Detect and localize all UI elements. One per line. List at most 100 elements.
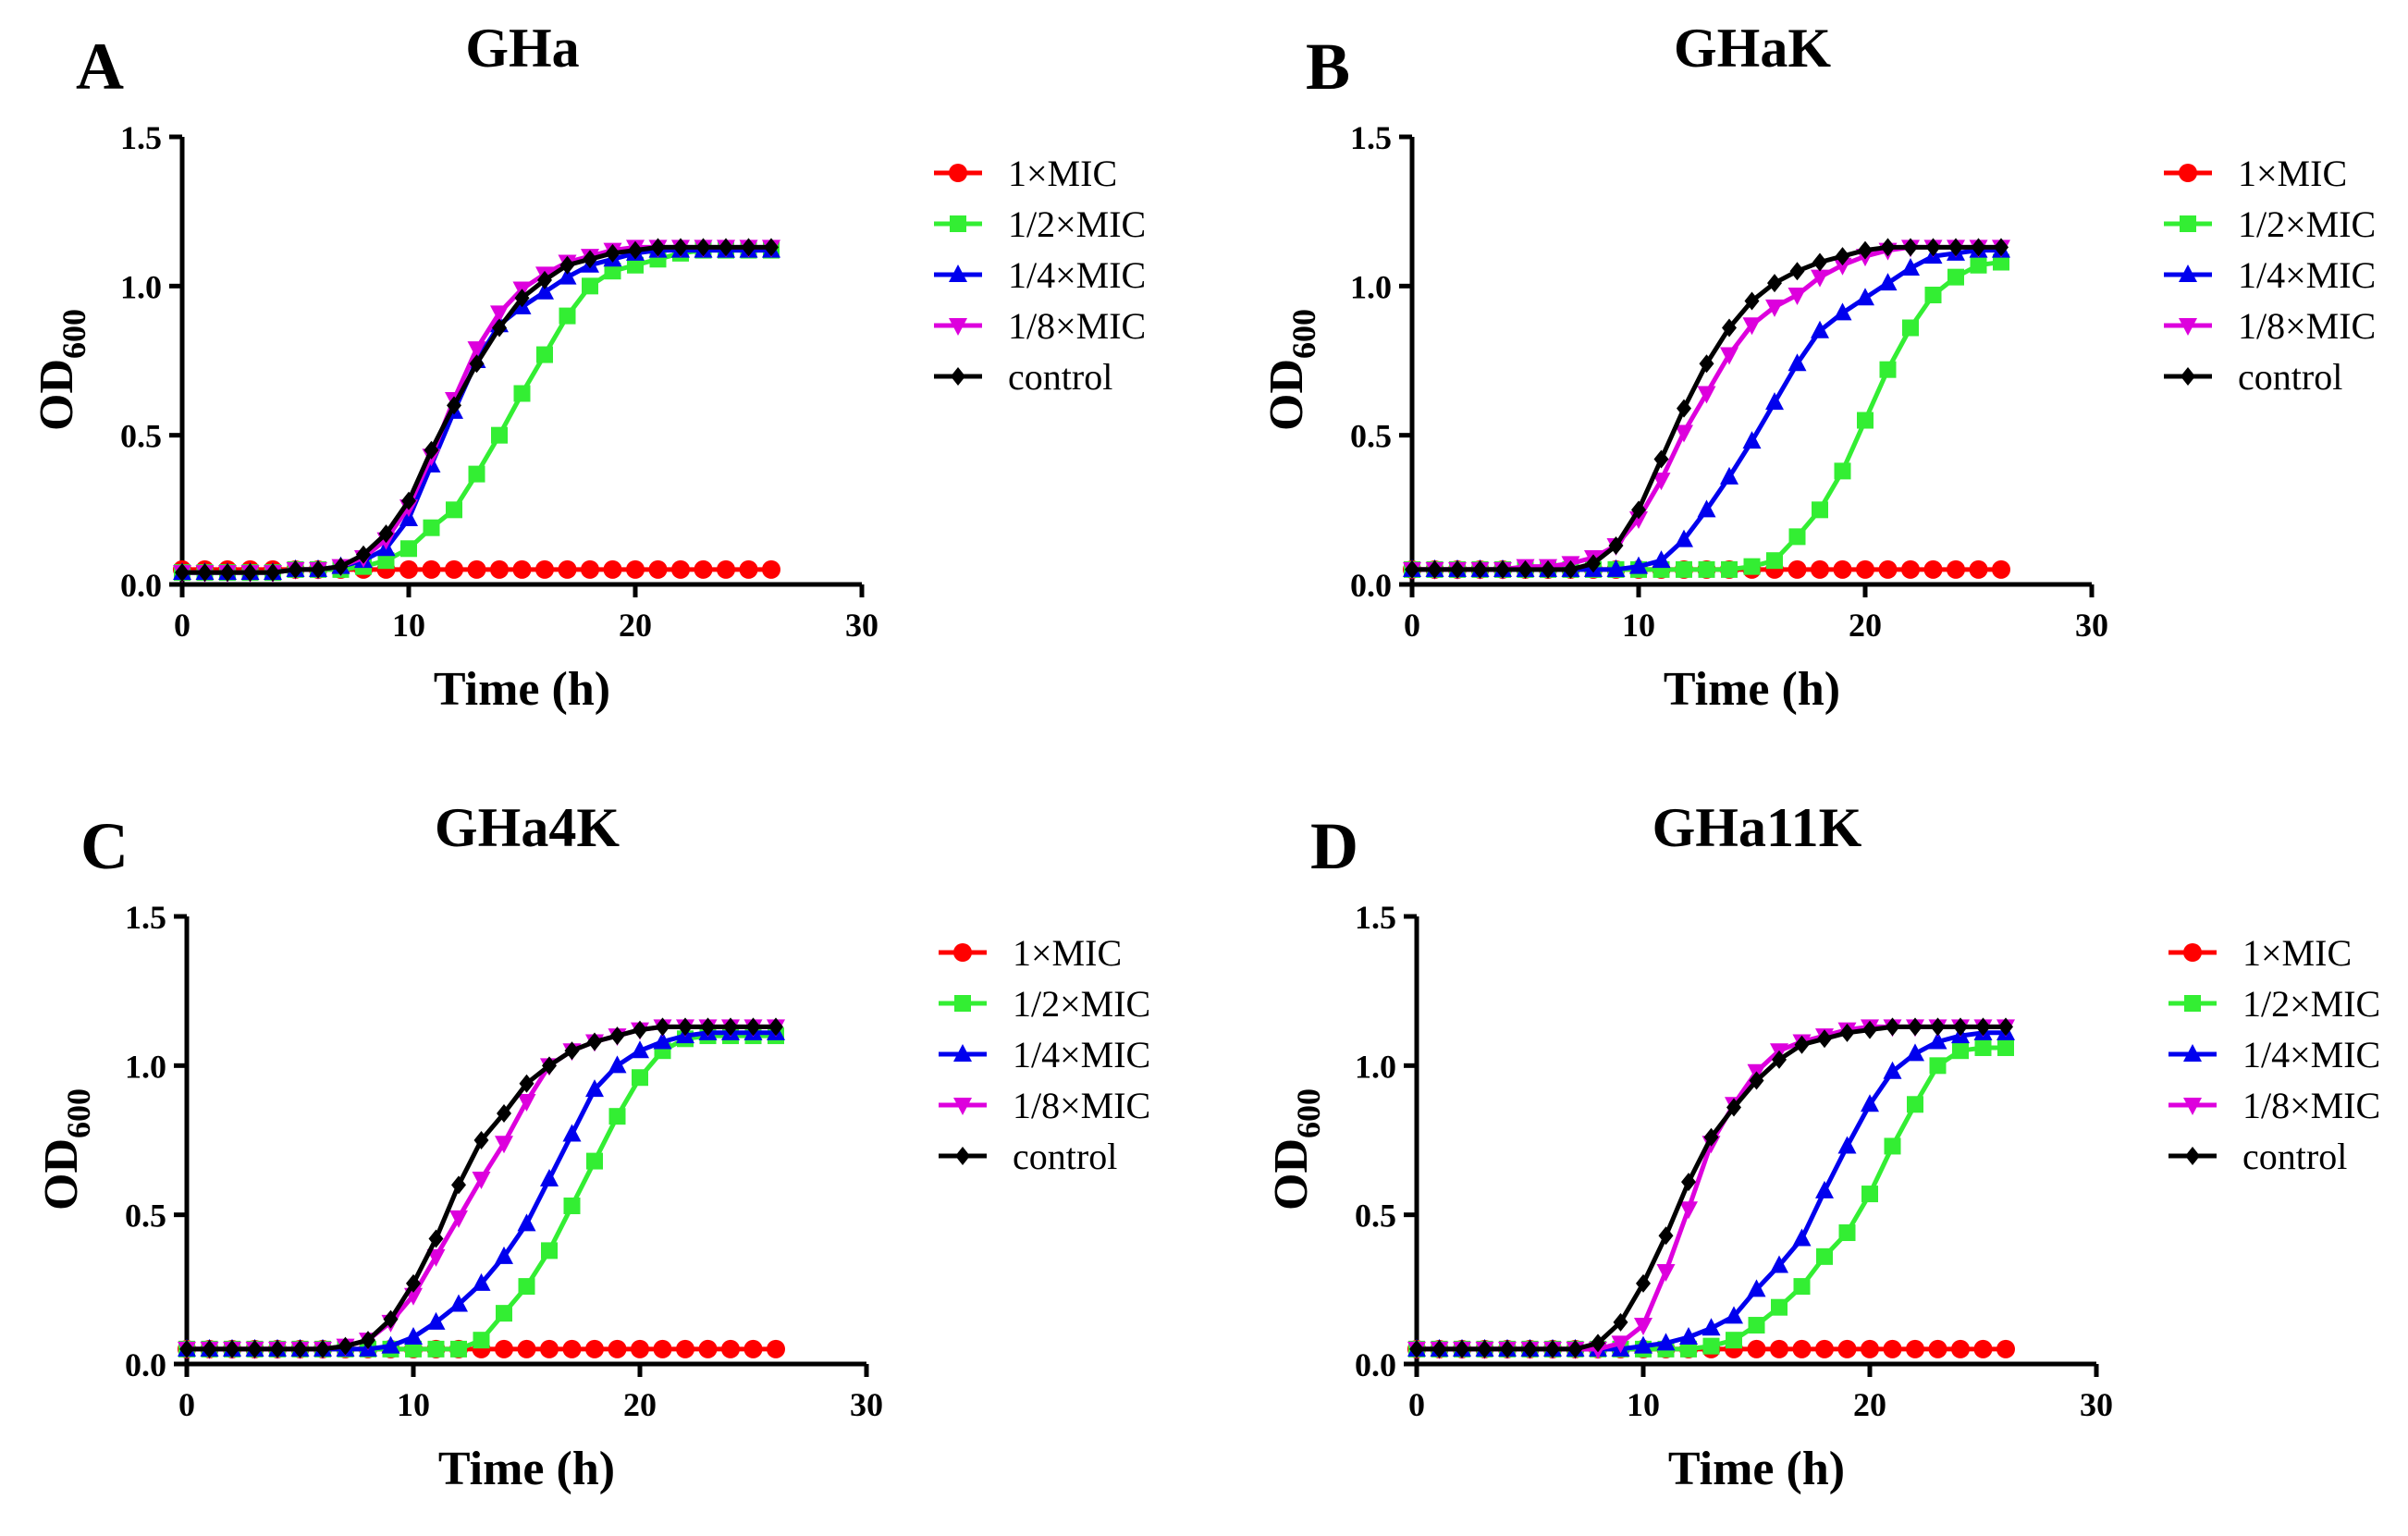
data-point bbox=[698, 1339, 718, 1358]
data-point bbox=[653, 1339, 672, 1358]
legend-marker bbox=[949, 164, 967, 182]
series-control bbox=[1405, 238, 2009, 579]
data-point bbox=[1878, 273, 1898, 291]
chart-title: GHaK bbox=[1674, 18, 1831, 79]
data-point bbox=[1749, 1071, 1764, 1090]
legend-item-1-2xmic: 1/2×MIC bbox=[2164, 203, 2376, 245]
legend-label: 1/4×MIC bbox=[2242, 1034, 2380, 1075]
data-point bbox=[1928, 1031, 1947, 1050]
legend-marker bbox=[2183, 1098, 2202, 1115]
x-tick-label: 0 bbox=[1408, 1386, 1425, 1423]
data-point bbox=[242, 563, 258, 583]
data-point bbox=[1545, 1339, 1560, 1358]
data-point bbox=[1901, 559, 1920, 579]
legend-label: 1×MIC bbox=[1013, 932, 1122, 974]
data-point bbox=[197, 563, 213, 583]
data-point bbox=[1703, 1127, 1719, 1147]
data-point bbox=[383, 1309, 399, 1329]
data-point bbox=[1702, 1337, 1720, 1355]
data-point bbox=[225, 1339, 240, 1358]
data-point bbox=[1878, 559, 1898, 579]
data-point bbox=[311, 559, 326, 579]
data-point bbox=[514, 289, 530, 308]
data-point bbox=[1652, 550, 1671, 569]
legend-label: 1/4×MIC bbox=[1008, 254, 1146, 296]
data-point bbox=[739, 559, 758, 579]
series-line bbox=[1417, 1045, 2006, 1352]
legend: 1×MIC 1/2×MIC 1/4×MIC 1/8×MIC control bbox=[2168, 932, 2380, 1177]
data-point bbox=[495, 1246, 513, 1264]
series-line bbox=[187, 1030, 776, 1352]
data-point bbox=[1656, 1333, 1676, 1351]
series-1-8xmic bbox=[178, 1019, 785, 1359]
data-point bbox=[446, 501, 462, 519]
panel-label: B bbox=[1306, 30, 1350, 104]
legend: 1×MIC 1/2×MIC 1/4×MIC 1/8×MIC control bbox=[939, 932, 1150, 1177]
data-point bbox=[583, 250, 597, 269]
y-tick-label: 1.0 bbox=[1355, 1048, 1396, 1085]
data-point bbox=[541, 1242, 558, 1260]
data-point bbox=[603, 559, 622, 579]
legend-label: control bbox=[1013, 1136, 1117, 1177]
x-tick-label: 30 bbox=[2080, 1386, 2113, 1423]
panel-label: D bbox=[1310, 809, 1358, 883]
data-point bbox=[585, 1079, 604, 1098]
y-tick-label: 1.5 bbox=[125, 899, 166, 936]
data-point bbox=[202, 1339, 217, 1358]
data-point bbox=[1834, 462, 1851, 480]
series-control bbox=[175, 238, 779, 583]
x-axis-title: Time (h) bbox=[1664, 663, 1840, 716]
data-point bbox=[1903, 238, 1918, 257]
data-point bbox=[1993, 253, 2009, 271]
data-point bbox=[333, 557, 349, 576]
data-point bbox=[517, 1339, 536, 1358]
data-point bbox=[764, 238, 779, 257]
legend-marker bbox=[949, 318, 967, 336]
data-point bbox=[247, 1339, 263, 1358]
series-1-2xmic bbox=[1404, 253, 2009, 578]
y-tick-label: 0.0 bbox=[1355, 1346, 1396, 1383]
data-point bbox=[1606, 559, 1626, 577]
data-point bbox=[1812, 501, 1828, 519]
legend-marker bbox=[2183, 943, 2202, 962]
data-point bbox=[1948, 238, 1963, 257]
data-point bbox=[1833, 257, 1852, 276]
data-point bbox=[1856, 559, 1874, 579]
data-point bbox=[472, 1171, 491, 1189]
data-point bbox=[1636, 1273, 1651, 1293]
series-line bbox=[1412, 248, 2001, 572]
data-point bbox=[609, 1026, 625, 1046]
data-point bbox=[542, 1056, 557, 1075]
legend-marker bbox=[953, 943, 972, 962]
legend-marker bbox=[953, 1098, 972, 1115]
legend: 1×MIC 1/2×MIC 1/4×MIC 1/8×MIC control bbox=[2164, 153, 2376, 398]
legend-item-1-8xmic: 1/8×MIC bbox=[934, 305, 1146, 347]
data-point bbox=[1839, 1023, 1855, 1042]
data-point bbox=[1951, 1339, 1970, 1358]
data-point bbox=[1591, 1333, 1605, 1353]
data-point bbox=[1652, 473, 1671, 491]
x-tick-label: 30 bbox=[2075, 607, 2108, 644]
data-point bbox=[1634, 1318, 1652, 1336]
data-point bbox=[1817, 1029, 1832, 1049]
data-point bbox=[768, 1017, 783, 1037]
y-axis-title: OD600 bbox=[1260, 309, 1322, 431]
data-point bbox=[723, 1017, 738, 1037]
legend-marker bbox=[951, 367, 965, 386]
data-point bbox=[632, 1069, 648, 1087]
data-point bbox=[559, 307, 576, 325]
data-point bbox=[650, 238, 666, 257]
data-point bbox=[1794, 1035, 1810, 1054]
data-point bbox=[631, 1040, 649, 1059]
data-point bbox=[1720, 466, 1738, 485]
data-point bbox=[361, 1331, 375, 1350]
data-point bbox=[564, 1041, 580, 1061]
series-line bbox=[182, 248, 771, 575]
data-point bbox=[338, 1336, 353, 1356]
data-point bbox=[631, 1339, 649, 1358]
legend-marker bbox=[2180, 215, 2196, 232]
data-point bbox=[179, 1339, 194, 1358]
data-point bbox=[1744, 291, 1760, 311]
data-point bbox=[743, 1339, 763, 1358]
data-point bbox=[1880, 238, 1896, 257]
